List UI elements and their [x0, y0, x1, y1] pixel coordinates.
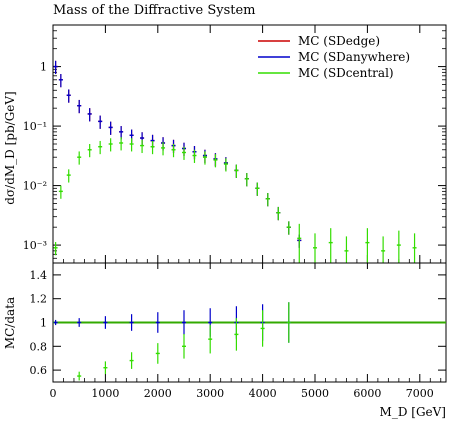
legend: MC (SDedge) MC (SDanywhere) MC (SDcentral) — [258, 34, 410, 80]
legend-label: MC (SDanywhere) — [298, 50, 410, 64]
y-axis-label-main: dσ/dM_D [pb/GeV] — [3, 91, 17, 204]
x-tick-label: 3000 — [196, 387, 224, 400]
x-tick-label: 1000 — [91, 387, 119, 400]
series-0 — [53, 60, 302, 248]
main-y-tick-label: 1 — [40, 61, 47, 74]
main-plot: 10⁻³ 10⁻² 10⁻¹ 1 — [23, 24, 447, 264]
x-tick-label: 4000 — [249, 387, 277, 400]
x-tick-label: 5000 — [301, 387, 329, 400]
main-y-tick-label: 10⁻¹ — [23, 120, 47, 133]
legend-label: MC (SDedge) — [298, 34, 380, 48]
x-tick-label: 6000 — [353, 387, 381, 400]
main-y-tick-label: 10⁻³ — [23, 239, 47, 252]
x-tick-label: 2000 — [144, 387, 172, 400]
legend-label: MC (SDcentral) — [298, 66, 394, 80]
ratio-y-tick-label: 0.6 — [30, 364, 48, 377]
ratio-plot: 0 1000 2000 3000 4000 5000 6000 7000 0.6 0.8 1 1.2 1… — [30, 262, 447, 400]
main-y-tick-label: 10⁻² — [23, 180, 47, 193]
x-tick-label: 0 — [50, 387, 57, 400]
x-tick-label: 7000 — [406, 387, 434, 400]
ratio-series-1 — [77, 302, 291, 381]
chart-title: Mass of the Diffractive System — [53, 3, 256, 18]
series-1 — [53, 60, 302, 248]
ratio-y-tick-label: 1.2 — [30, 293, 48, 306]
ratio-y-tick-label: 1.4 — [30, 269, 48, 282]
x-axis-label: M_D [GeV] — [380, 405, 446, 419]
y-axis-label-ratio: MC/data — [3, 297, 17, 349]
ratio-y-tick-label: 1 — [40, 317, 47, 330]
series-2 — [53, 137, 417, 263]
ratio-y-tick-label: 0.8 — [30, 340, 48, 353]
